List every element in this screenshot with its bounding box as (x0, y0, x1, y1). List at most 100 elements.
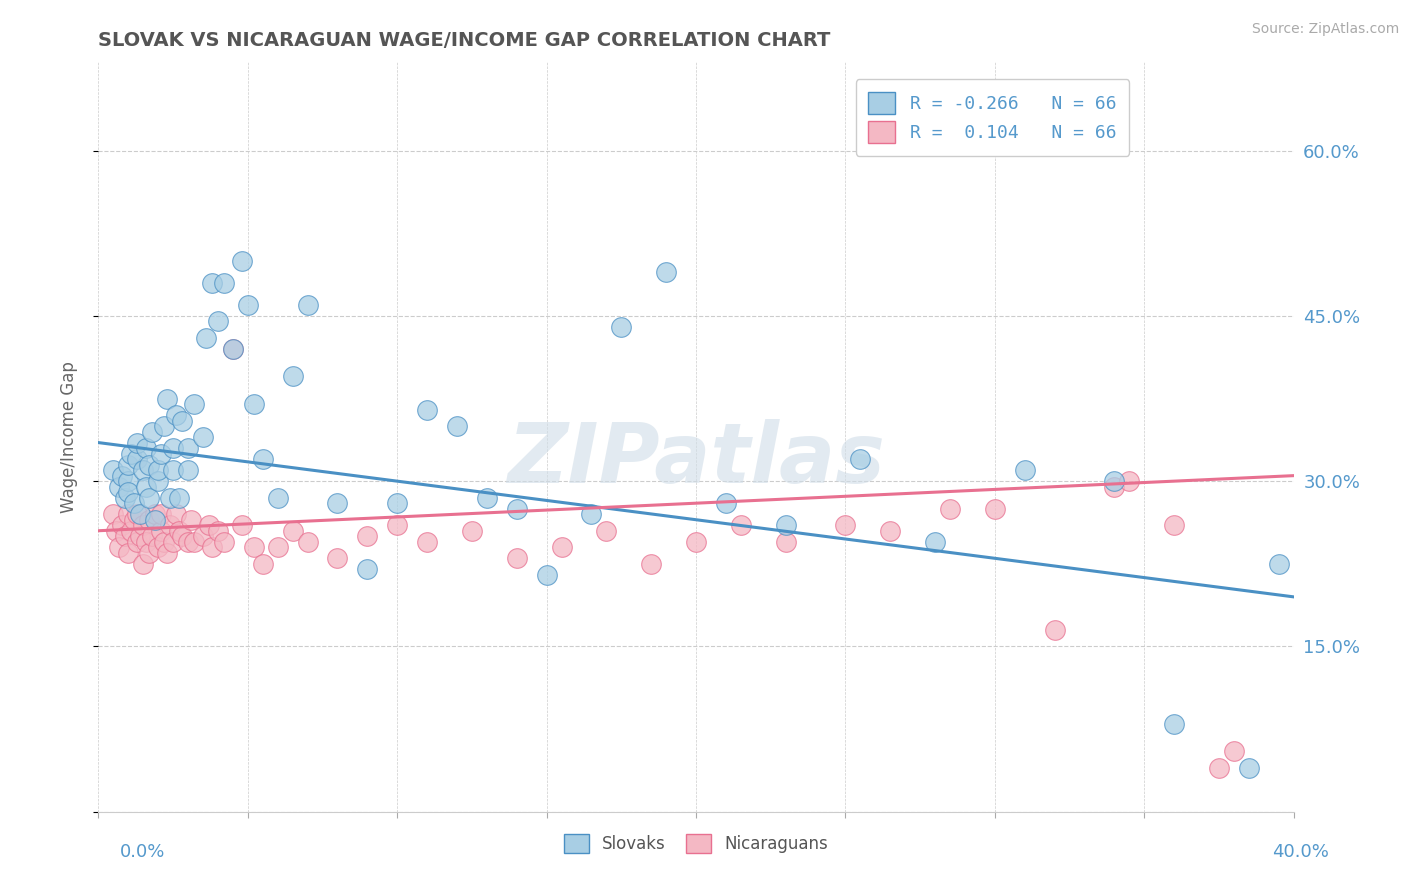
Text: SLOVAK VS NICARAGUAN WAGE/INCOME GAP CORRELATION CHART: SLOVAK VS NICARAGUAN WAGE/INCOME GAP COR… (98, 30, 831, 50)
Point (506, 551, 529, 566)
Point (135, 480, 157, 494)
Point (1104, 480, 1126, 494)
Point (222, 342, 245, 356)
Point (640, 557, 662, 571)
Point (108, 480, 131, 494)
Point (267, 541, 290, 555)
Point (132, 518, 155, 533)
Point (148, 541, 170, 555)
Point (124, 496, 146, 510)
Point (385, 496, 409, 510)
Point (105, 524, 128, 538)
Point (127, 534, 149, 549)
Point (156, 392, 179, 406)
Text: 0.0%: 0.0% (120, 843, 165, 861)
Point (124, 513, 146, 527)
Point (165, 408, 187, 422)
Point (167, 524, 190, 538)
Point (129, 507, 152, 521)
Point (138, 458, 160, 472)
Point (207, 524, 229, 538)
Point (183, 397, 205, 411)
Point (117, 546, 139, 560)
Point (162, 534, 184, 549)
Point (162, 441, 184, 455)
Point (356, 529, 378, 543)
Point (117, 458, 139, 472)
Point (177, 534, 200, 549)
Point (1267, 557, 1289, 571)
Point (138, 491, 160, 505)
Point (138, 546, 160, 560)
Point (143, 507, 166, 521)
Point (201, 276, 224, 290)
Point (127, 507, 149, 521)
Point (446, 419, 468, 434)
Point (222, 342, 245, 356)
Point (1118, 474, 1140, 488)
Point (236, 298, 259, 312)
Point (714, 496, 737, 510)
Point (153, 419, 176, 434)
Point (212, 534, 235, 549)
Point (129, 529, 152, 543)
Point (177, 463, 200, 477)
Point (150, 447, 173, 461)
Point (135, 441, 157, 455)
Point (150, 507, 173, 521)
Point (1163, 518, 1185, 533)
Point (120, 524, 142, 538)
Point (127, 435, 149, 450)
Point (595, 524, 617, 538)
Point (1223, 744, 1246, 758)
Point (356, 562, 378, 576)
Point (150, 524, 173, 538)
Point (297, 298, 319, 312)
Point (775, 534, 797, 549)
Point (141, 425, 163, 439)
Point (159, 491, 181, 505)
Point (207, 314, 229, 328)
Point (117, 474, 139, 488)
Point (165, 507, 187, 521)
Point (132, 557, 155, 571)
Point (550, 541, 572, 555)
Text: Source: ZipAtlas.com: Source: ZipAtlas.com (1251, 22, 1399, 37)
Point (111, 518, 134, 533)
Point (385, 518, 409, 533)
Point (939, 501, 962, 516)
Point (127, 452, 149, 467)
Point (326, 496, 349, 510)
Point (191, 430, 214, 444)
Point (183, 534, 205, 549)
Point (984, 501, 1007, 516)
Point (267, 491, 290, 505)
Point (138, 513, 160, 527)
Point (114, 529, 136, 543)
Point (172, 529, 194, 543)
Point (111, 468, 134, 483)
Point (1208, 761, 1230, 775)
Point (879, 524, 901, 538)
Point (1104, 474, 1126, 488)
Point (143, 513, 166, 527)
Point (475, 491, 498, 505)
Point (610, 319, 633, 334)
Legend: Slovaks, Nicaraguans: Slovaks, Nicaraguans (557, 827, 835, 860)
Point (730, 518, 752, 533)
Point (1163, 716, 1185, 731)
Point (416, 534, 439, 549)
Point (581, 507, 603, 521)
Text: 40.0%: 40.0% (1272, 843, 1329, 861)
Text: ZIPatlas: ZIPatlas (508, 419, 884, 500)
Point (103, 463, 125, 477)
Point (326, 551, 349, 566)
Point (141, 529, 163, 543)
Point (924, 534, 946, 549)
Point (461, 524, 484, 538)
Point (132, 463, 155, 477)
Point (159, 518, 181, 533)
Point (114, 491, 136, 505)
Point (231, 253, 253, 268)
Point (252, 452, 274, 467)
